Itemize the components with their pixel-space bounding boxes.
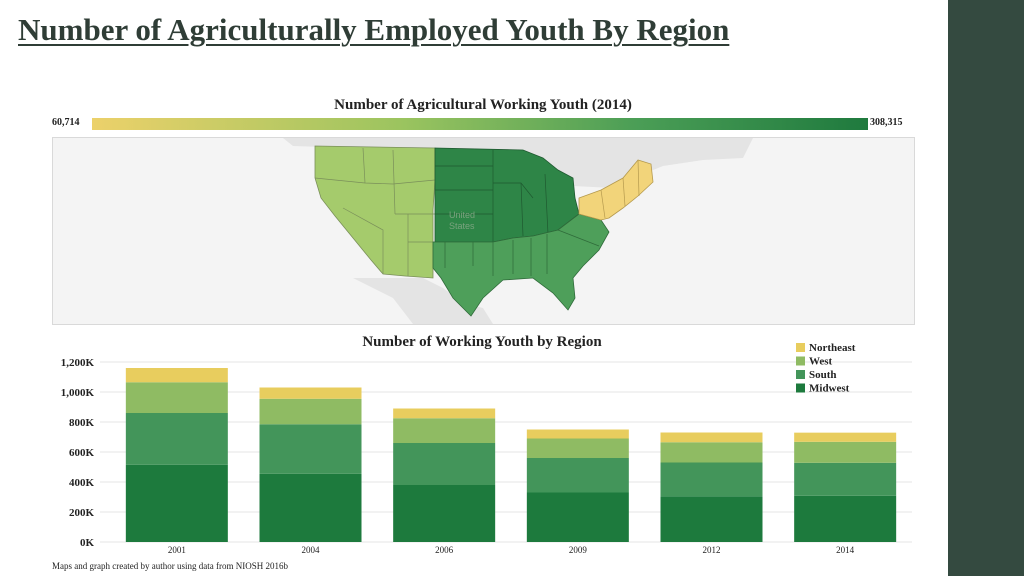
bar-segment-south [794, 462, 897, 496]
bar-segment-midwest [794, 495, 897, 542]
bar-segment-midwest [259, 473, 362, 542]
bar-segment-west [794, 441, 897, 463]
y-tick-label: 800K [69, 417, 95, 429]
x-tick-label: 2004 [302, 545, 321, 555]
bar-segment-midwest [526, 492, 629, 542]
bar-segment-south [125, 413, 228, 465]
x-tick-label: 2012 [703, 545, 721, 555]
legend-label: Northeast [809, 342, 856, 354]
bar-segment-south [526, 458, 629, 493]
country-label-line2: States [449, 221, 475, 231]
x-tick-label: 2009 [569, 545, 588, 555]
bar-segment-northeast [125, 368, 228, 383]
y-tick-label: 600K [69, 447, 95, 459]
south-state-borders [444, 229, 600, 276]
bar-segment-northeast [393, 408, 496, 419]
midwest-state-borders [435, 150, 549, 242]
y-tick-label: 1,000K [61, 387, 95, 399]
color-scale-bar [92, 118, 868, 130]
bar-segment-northeast [526, 429, 629, 439]
bar-segment-south [259, 424, 362, 474]
map-title: Number of Agricultural Working Youth (20… [334, 97, 632, 113]
slide-title: Number of Agriculturally Employed Youth … [18, 12, 730, 47]
slide-sidebar [948, 0, 1024, 576]
bar-segment-south [393, 443, 496, 485]
legend-swatch [796, 343, 805, 352]
bar-segment-west [393, 418, 496, 443]
bar-segment-midwest [125, 464, 228, 542]
x-tick-label: 2001 [168, 545, 186, 555]
chart-title: Number of Working Youth by Region [362, 334, 602, 350]
legend-label: South [809, 369, 837, 381]
stacked-bar-chart: Number of Working Youth by Region 0K 200K… [61, 334, 912, 555]
x-tick-label: 2006 [435, 545, 454, 555]
us-region-map[interactable]: United States [52, 137, 915, 325]
x-tick-label: 2014 [836, 545, 855, 555]
legend-label: Midwest [809, 383, 850, 395]
bar-segment-northeast [259, 387, 362, 399]
source-footnote: Maps and graph created by author using d… [52, 561, 288, 571]
region-south[interactable] [432, 213, 610, 317]
y-tick-label: 400K [69, 477, 95, 489]
bar-segment-midwest [393, 485, 496, 542]
legend-min-label: 60,714 [52, 117, 80, 128]
y-tick-label: 0K [80, 537, 95, 549]
legend-swatch [796, 356, 805, 366]
bar-segment-south [660, 462, 763, 497]
northeast-state-borders [600, 159, 640, 219]
y-tick-label: 1,200K [61, 357, 95, 369]
country-label-line1: United [449, 210, 475, 220]
bar-segment-northeast [660, 432, 763, 443]
bar-segment-west [526, 438, 629, 458]
mexico-land [353, 278, 493, 324]
region-northeast[interactable] [578, 159, 654, 221]
legend-label: West [809, 356, 833, 368]
legend-max-label: 308,315 [870, 117, 903, 128]
legend-swatch [796, 370, 805, 379]
map-svg: United States [283, 138, 753, 324]
bar-segment-west [259, 398, 362, 425]
y-tick-label: 200K [69, 507, 95, 519]
legend-swatch [796, 383, 805, 393]
bar-segment-west [125, 382, 228, 413]
west-state-borders [314, 147, 436, 276]
bar-segment-northeast [794, 432, 897, 442]
bar-segment-west [660, 442, 763, 463]
bar-segment-midwest [660, 496, 763, 542]
